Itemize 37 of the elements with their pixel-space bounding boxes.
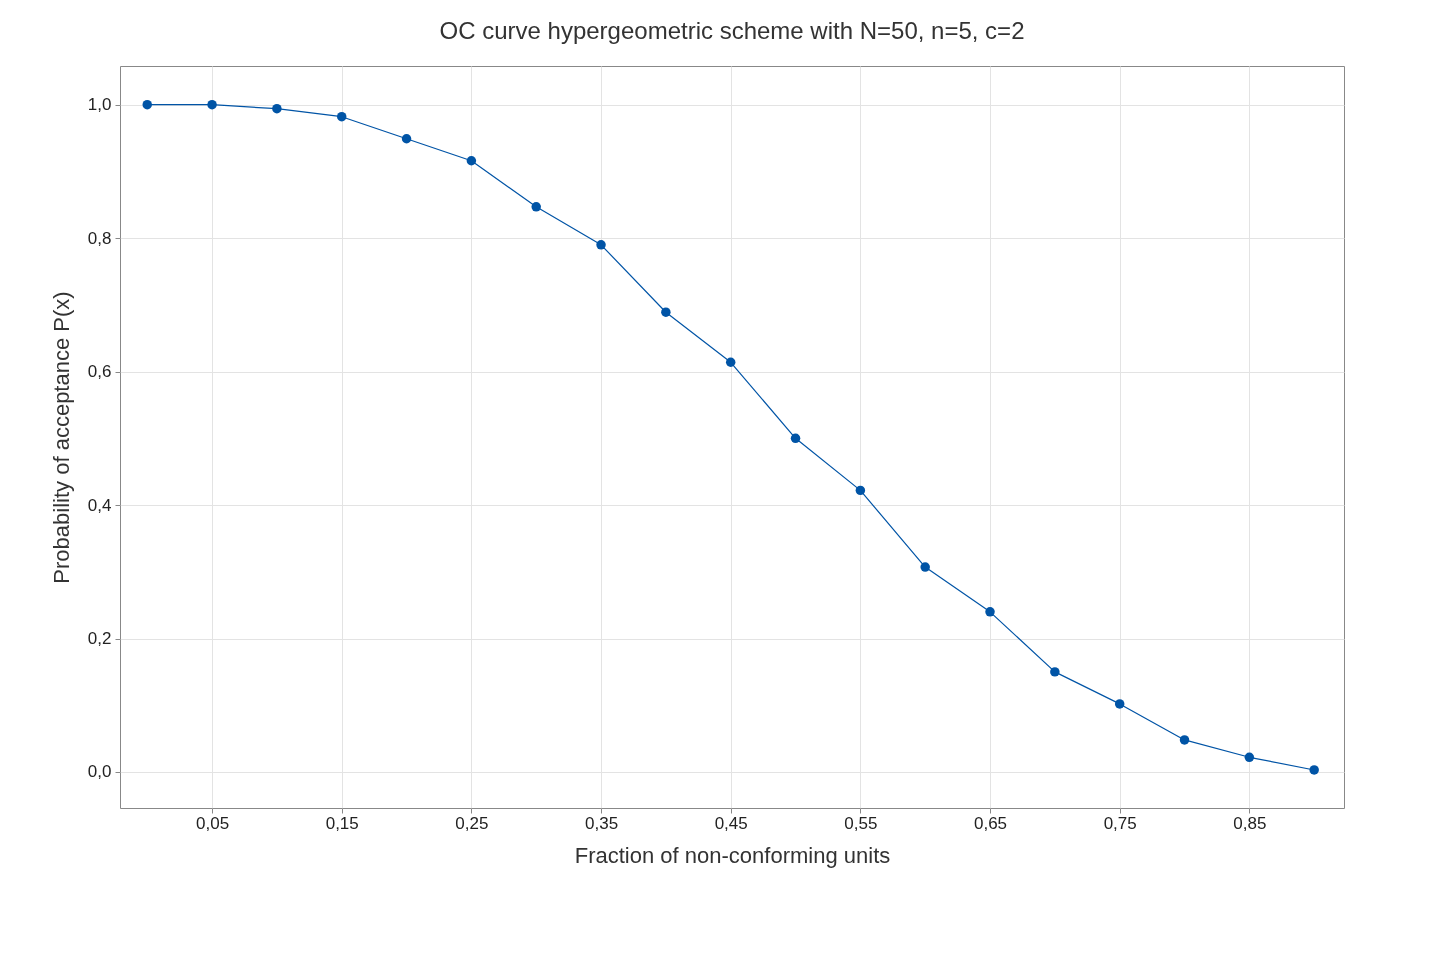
x-tick-label: 0,55 [844, 813, 878, 833]
y-tick-label: 0,6 [87, 362, 112, 382]
point [142, 99, 152, 110]
x-tick-label: 0,35 [585, 813, 619, 833]
chart-title: OC curve hypergeometric scheme with N=50, n=5, c=2 [439, 17, 1025, 44]
y-tick-label: 0,4 [87, 495, 112, 515]
point [1050, 667, 1060, 677]
point [920, 562, 930, 572]
point [596, 240, 606, 250]
point [855, 485, 866, 496]
x-tick-label: 0,45 [714, 813, 748, 833]
y-tick-label: 1,0 [87, 95, 112, 115]
point [725, 357, 736, 367]
y-tick-label: 0,0 [87, 762, 112, 782]
x-axis-title: Fraction of non-conforming units [574, 842, 891, 868]
point [661, 307, 671, 317]
point [790, 433, 801, 444]
point [1114, 699, 1125, 709]
x-tick-label: 0,05 [196, 813, 230, 833]
point [466, 156, 477, 166]
point [336, 111, 347, 122]
y-tick-label: 0,8 [87, 228, 112, 248]
point [272, 103, 282, 114]
point [531, 202, 541, 212]
x-tick-label: 0,65 [973, 813, 1008, 833]
point [207, 99, 217, 110]
x-tick-label: 0,75 [1103, 813, 1137, 833]
point [401, 134, 412, 144]
y-tick-label: 0,2 [87, 629, 112, 649]
x-tick-label: 0,15 [325, 813, 359, 833]
y-axis-title: Probability of acceptance P(x) [48, 291, 74, 584]
point [1179, 735, 1190, 745]
x-tick-label: 0,85 [1233, 813, 1267, 833]
x-tick-label: 0,25 [455, 813, 489, 833]
point [985, 607, 995, 617]
point [1244, 752, 1255, 763]
point [1309, 765, 1319, 775]
